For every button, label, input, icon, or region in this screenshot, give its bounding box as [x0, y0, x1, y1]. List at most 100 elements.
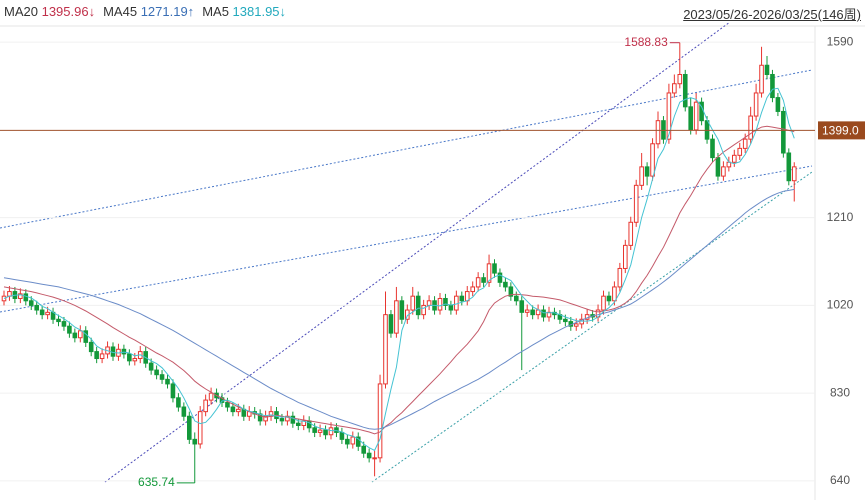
- candle-body: [437, 297, 443, 311]
- candle-body: [786, 152, 792, 182]
- candle-body: [530, 309, 535, 316]
- candle-body: [459, 295, 465, 302]
- y-tick-label: 830: [830, 385, 850, 399]
- candle-body: [394, 300, 399, 334]
- candle-body: [176, 397, 181, 408]
- candle-body: [710, 138, 715, 159]
- legend-item: MA5 1381.95↓: [202, 4, 286, 19]
- candle-body: [317, 429, 323, 433]
- candle-body: [345, 438, 350, 445]
- candle-body: [34, 304, 40, 311]
- candle-body: [94, 351, 99, 360]
- candle-body: [159, 374, 165, 380]
- candle-body: [617, 267, 623, 288]
- candle-body: [127, 353, 132, 362]
- candle-body: [83, 330, 89, 343]
- candle-body: [644, 166, 650, 177]
- legend-name: MA45: [103, 4, 138, 19]
- candle-body: [181, 406, 187, 417]
- candle-body: [350, 436, 356, 445]
- candle-body: [759, 64, 764, 94]
- legend-item: MA45 1271.19↑: [103, 4, 194, 19]
- candle-body: [666, 92, 672, 140]
- legend-item: MA20 1395.96↓: [4, 4, 95, 19]
- y-tick-label: 1210: [827, 210, 854, 224]
- candle-body: [192, 438, 198, 445]
- candle-body: [148, 362, 154, 371]
- candle-body: [508, 286, 514, 297]
- candle-body: [748, 115, 753, 140]
- candle-body: [775, 97, 781, 112]
- candle-body: [225, 401, 230, 408]
- candle-body: [377, 383, 383, 459]
- candle-body: [372, 457, 377, 460]
- trendline: [0, 165, 813, 313]
- candle-body: [28, 300, 34, 306]
- candle-body: [197, 411, 203, 445]
- candle-body: [541, 309, 546, 318]
- candle-body: [519, 300, 525, 313]
- candle-body: [78, 330, 83, 339]
- candle-body: [573, 323, 579, 327]
- period: 2023/05/26-2026/03/25(146周): [683, 7, 861, 22]
- candle-body: [23, 293, 29, 302]
- candle-body: [241, 408, 247, 417]
- candle-body: [732, 154, 737, 163]
- candle-body: [791, 166, 797, 182]
- trendline: [371, 171, 813, 483]
- candle-body: [781, 110, 786, 154]
- candle-body: [339, 431, 345, 440]
- candle-body: [639, 166, 644, 186]
- candle-body: [132, 358, 138, 362]
- candle-body: [601, 295, 606, 311]
- legend-value: 1395.96↓: [41, 4, 96, 19]
- candle-body: [88, 341, 94, 353]
- candle-body: [503, 281, 508, 288]
- ma-line: [3, 87, 795, 452]
- candle-body: [230, 406, 236, 413]
- candle-body: [366, 452, 372, 459]
- y-tick-label: 1590: [827, 34, 854, 48]
- candle-body: [721, 166, 726, 177]
- price-tag: [818, 121, 865, 140]
- candle-body: [355, 436, 361, 447]
- candle-body: [448, 304, 454, 311]
- candle-body: [399, 300, 405, 320]
- candle-body: [39, 309, 45, 316]
- candle-body: [492, 263, 497, 274]
- candle-body: [361, 445, 366, 454]
- candle-body: [737, 147, 743, 156]
- candle-body: [715, 157, 721, 177]
- candle-body: [677, 73, 683, 85]
- candle-body: [623, 244, 628, 269]
- candle-body: [497, 272, 503, 283]
- candle-body: [279, 418, 285, 422]
- price-label: 1399.0: [822, 124, 859, 138]
- trendline: [104, 21, 731, 483]
- y-tick-label: 1020: [827, 298, 854, 312]
- candle-body: [296, 422, 301, 426]
- candle-body: [770, 73, 775, 99]
- candle-body: [426, 300, 432, 306]
- low-label: 635.74: [138, 475, 175, 489]
- candle-body: [688, 106, 694, 131]
- candle-body: [753, 92, 759, 117]
- candle-body: [203, 399, 208, 413]
- candle-body: [61, 321, 67, 327]
- legend-value: 1381.95↓: [232, 4, 287, 19]
- candle-body: [72, 332, 78, 339]
- candle-body: [328, 427, 334, 436]
- y-tick-label: 640: [830, 473, 850, 487]
- candle-body: [672, 83, 677, 94]
- candle-body: [633, 184, 639, 223]
- candle-body: [45, 311, 50, 316]
- candle-body: [475, 277, 481, 288]
- high-label: 1588.83: [624, 35, 668, 49]
- candle-body: [290, 415, 296, 424]
- candle-body: [154, 369, 159, 376]
- candle-body: [421, 304, 426, 316]
- candle-body: [18, 293, 23, 299]
- candle-body: [99, 353, 105, 360]
